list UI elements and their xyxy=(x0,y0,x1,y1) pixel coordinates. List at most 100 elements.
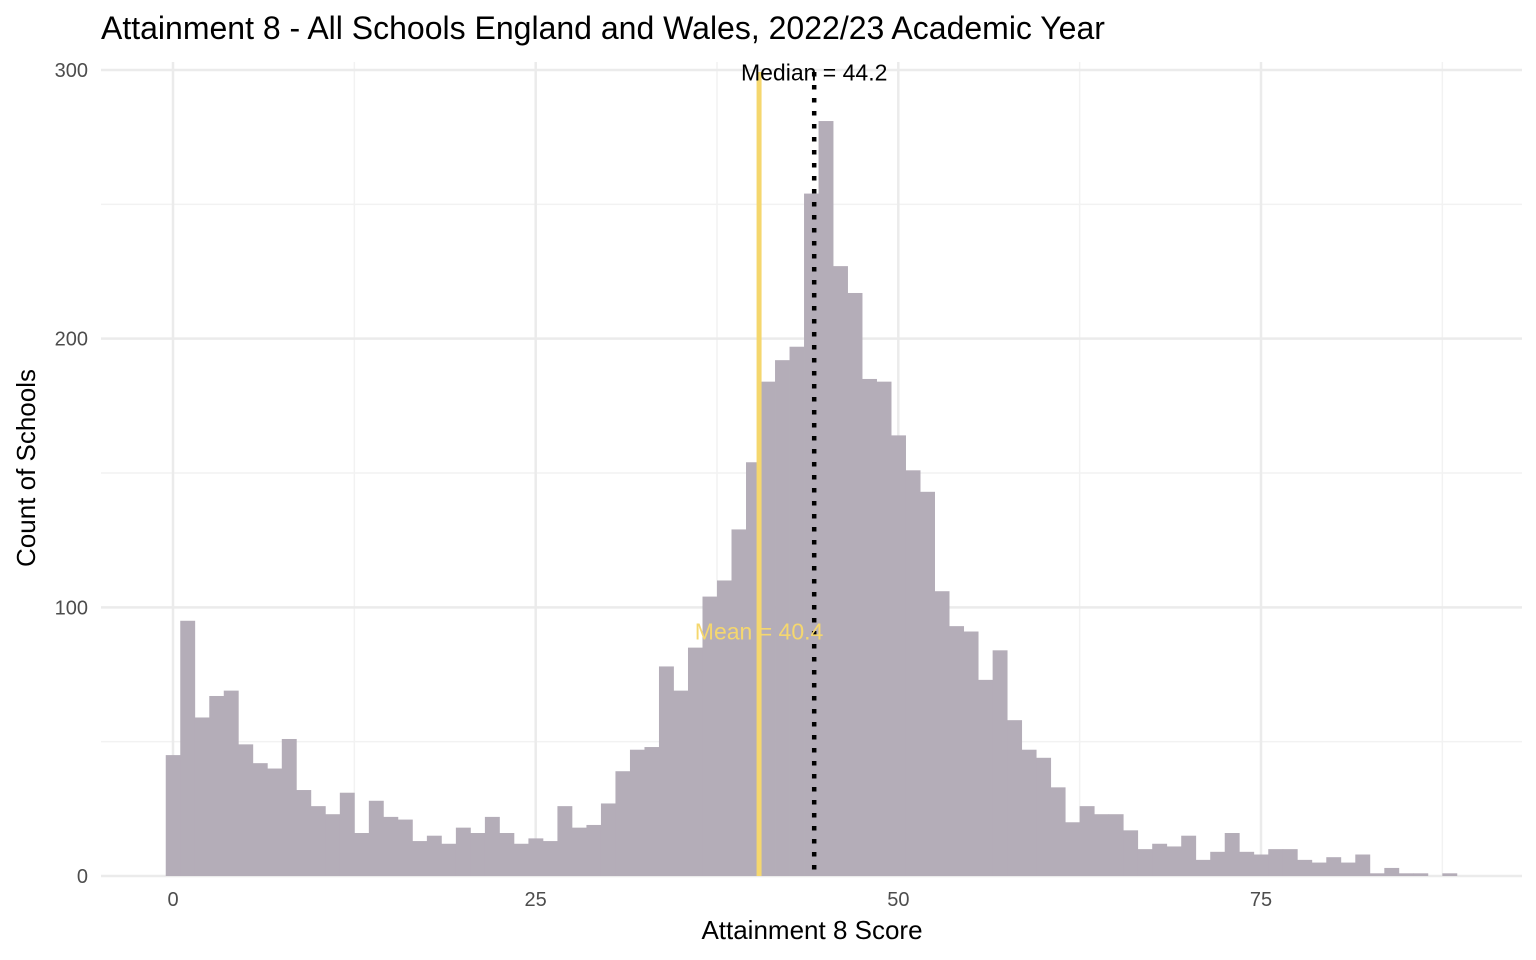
histogram-bar xyxy=(905,470,921,876)
y-axis-title: Count of Schools xyxy=(11,369,41,567)
histogram-bar xyxy=(383,816,399,876)
histogram-bar xyxy=(1181,835,1197,876)
histogram-bar xyxy=(397,819,413,876)
histogram-bar xyxy=(1166,846,1182,876)
histogram-bar xyxy=(470,833,486,876)
histogram-bar xyxy=(963,631,979,876)
histogram-bar xyxy=(194,717,210,876)
histogram-bar xyxy=(571,827,587,876)
histogram-bar xyxy=(426,835,442,876)
histogram-bar xyxy=(1123,830,1139,876)
histogram-bar xyxy=(1094,814,1110,876)
histogram-bar xyxy=(804,193,819,876)
histogram-bar xyxy=(1152,843,1168,876)
histogram-bar xyxy=(412,841,428,876)
histogram-bar xyxy=(615,771,631,876)
histogram-bar xyxy=(1195,859,1211,876)
histogram-bar xyxy=(1239,851,1255,876)
histogram-bar xyxy=(513,843,529,876)
histogram-bar xyxy=(717,580,732,876)
mean-label: Mean = 40.4 xyxy=(695,619,824,645)
x-axis-title: Attainment 8 Score xyxy=(701,915,922,945)
histogram-bar xyxy=(1065,822,1081,876)
histogram-bar xyxy=(1253,854,1269,876)
histogram-bar xyxy=(760,381,776,876)
histogram-bar xyxy=(978,679,994,876)
histogram-bar xyxy=(702,596,718,876)
histogram-bar xyxy=(1268,849,1284,876)
histogram-bar xyxy=(281,738,297,876)
histogram-bar xyxy=(1326,857,1342,876)
histogram-bar xyxy=(658,666,674,876)
x-tick-label: 50 xyxy=(887,889,909,911)
histogram-bar xyxy=(209,695,225,876)
y-tick-label: 100 xyxy=(55,597,88,619)
y-tick-label: 200 xyxy=(55,329,88,351)
histogram-bar xyxy=(600,803,616,876)
histogram-bar xyxy=(1413,873,1429,876)
histogram-bar xyxy=(1340,862,1356,876)
histogram-bar xyxy=(310,806,326,876)
median-label: Median = 44.2 xyxy=(741,60,887,86)
histogram-bar xyxy=(731,529,747,876)
histogram-bar xyxy=(238,744,254,876)
histogram-bar xyxy=(934,591,950,876)
histogram-bar xyxy=(542,841,558,876)
histogram-bar xyxy=(180,620,196,876)
histogram-bar xyxy=(1369,873,1385,876)
histogram-bar xyxy=(847,292,863,876)
histogram-bar xyxy=(165,755,181,876)
x-tick-label: 0 xyxy=(167,889,178,911)
histogram-bar xyxy=(1384,867,1400,876)
histogram-bar xyxy=(775,360,790,876)
histogram-bar xyxy=(1007,720,1023,876)
histogram-bar xyxy=(499,833,515,876)
histogram-bar xyxy=(644,747,660,876)
chart-title: Attainment 8 - All Schools England and W… xyxy=(101,10,1105,46)
histogram-bar xyxy=(339,792,355,876)
histogram-bar xyxy=(629,749,645,876)
histogram-bar xyxy=(1398,873,1414,876)
histogram-bar xyxy=(325,814,341,876)
histogram-bar xyxy=(1050,787,1066,876)
histogram-bar xyxy=(1210,851,1226,876)
histogram-bar xyxy=(1021,749,1037,876)
annotation-layer: Mean = 40.4 Median = 44.2 xyxy=(695,60,887,876)
histogram-bar xyxy=(1442,873,1458,876)
histogram-bar xyxy=(252,763,268,876)
histogram-bar xyxy=(1297,859,1313,876)
histogram-bar xyxy=(818,121,834,876)
histogram-bar xyxy=(833,266,848,876)
histogram-bar xyxy=(1079,806,1095,876)
histogram-bar xyxy=(876,381,892,876)
histogram-bar xyxy=(368,800,384,876)
histogram-bar xyxy=(1355,854,1371,876)
histogram-bar xyxy=(484,816,500,876)
histogram-bar xyxy=(296,790,312,876)
x-tick-label: 75 xyxy=(1250,889,1272,911)
histogram-bar xyxy=(1224,833,1240,876)
ticks-layer: 0 25 50 75 0 100 200 300 xyxy=(55,60,1273,911)
histogram-bar xyxy=(1137,849,1153,876)
histogram-bar xyxy=(862,378,877,876)
bars-layer xyxy=(165,121,1458,876)
histogram-bar xyxy=(528,838,544,876)
histogram-bar xyxy=(455,827,471,876)
histogram-bar xyxy=(1036,757,1052,876)
histogram-bar xyxy=(223,690,239,876)
y-tick-label: 0 xyxy=(77,866,88,888)
histogram-bar xyxy=(354,833,370,876)
histogram-bar xyxy=(687,647,703,876)
histogram-bar xyxy=(1108,814,1124,876)
histogram-bar xyxy=(557,806,573,876)
histogram-bar xyxy=(586,824,602,876)
histogram-bar xyxy=(789,346,805,876)
histogram-bar xyxy=(992,650,1008,876)
y-tick-label: 300 xyxy=(55,60,88,82)
histogram-bar xyxy=(267,768,283,876)
histogram-bar xyxy=(441,843,457,876)
histogram-bar xyxy=(920,491,935,876)
x-tick-label: 25 xyxy=(525,889,547,911)
histogram-bar xyxy=(891,435,906,876)
